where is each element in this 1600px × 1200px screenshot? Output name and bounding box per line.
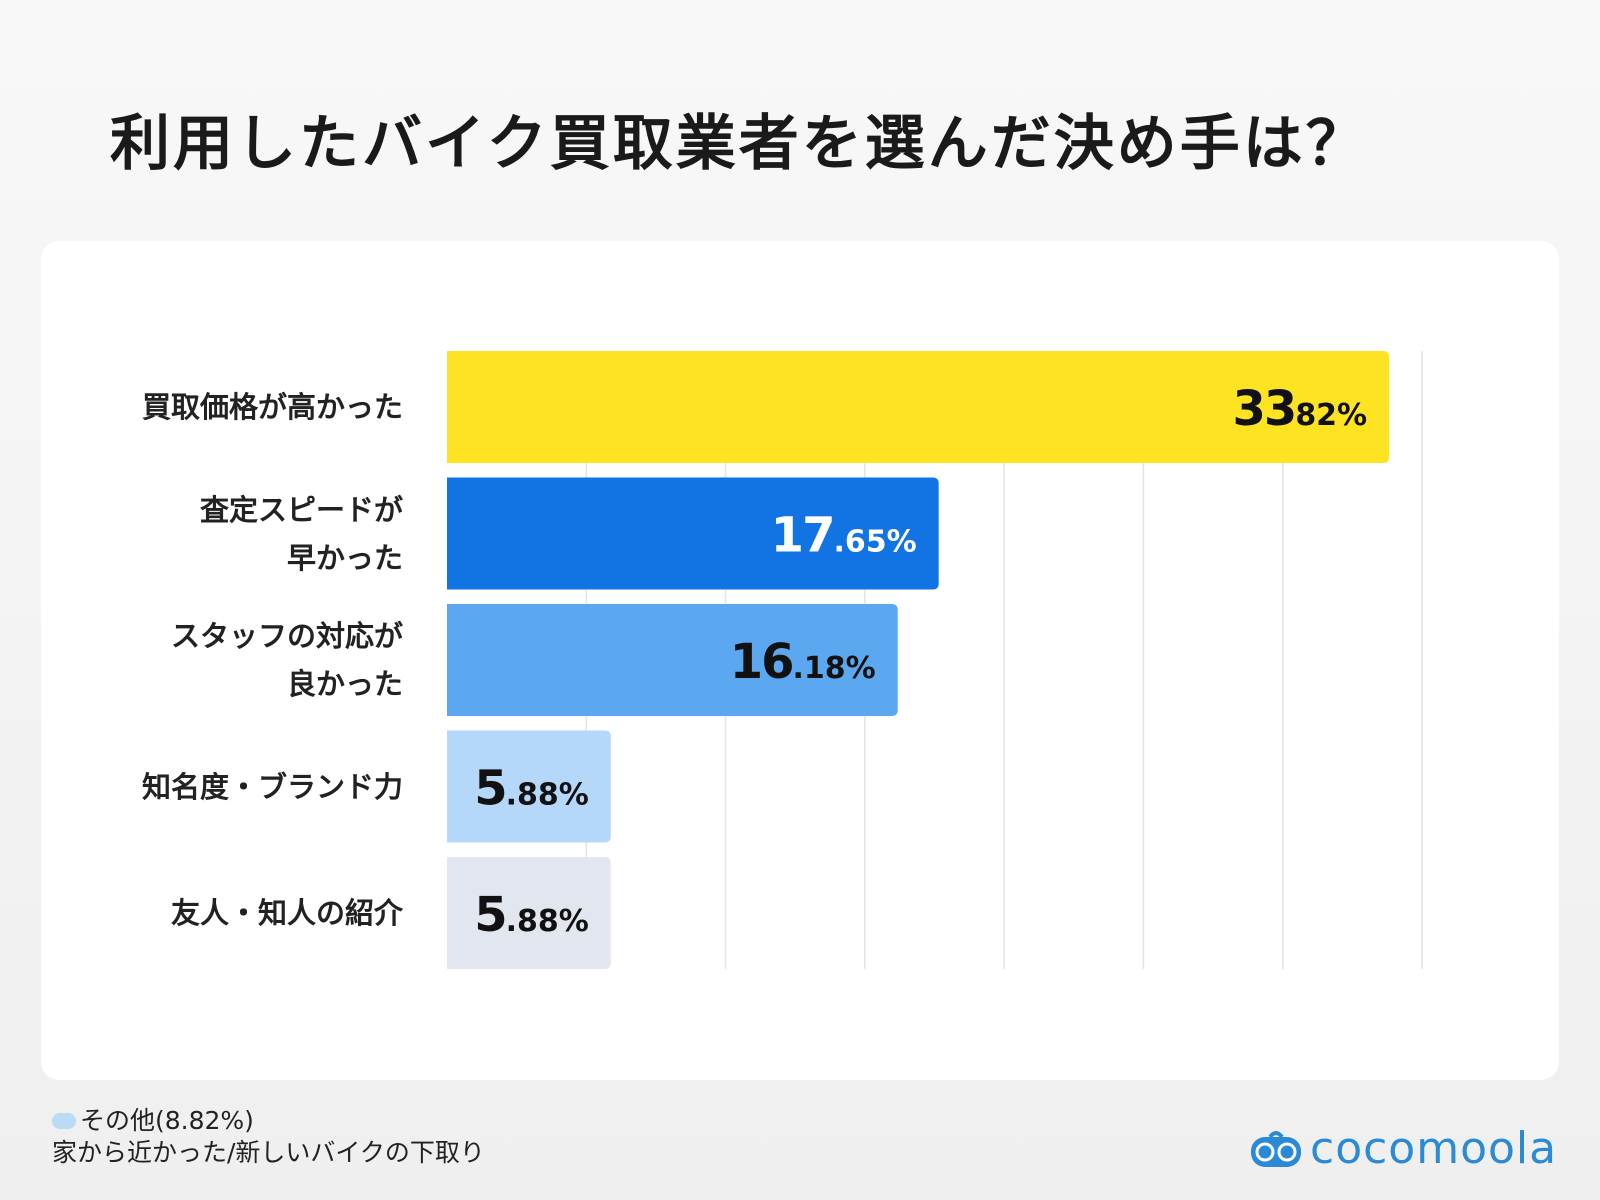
category-label-line: 知名度・ブランド力 xyxy=(141,769,403,804)
category-label-line: 良かった xyxy=(286,667,403,701)
note-other: その他(8.82%) xyxy=(80,1106,254,1135)
category-label: 友人・知人の紹介 xyxy=(43,889,403,937)
data-label: 3382% xyxy=(1233,381,1368,437)
note-detail: 家から近かった/新しいバイクの下取り xyxy=(52,1138,485,1167)
data-label: 5.88% xyxy=(474,887,589,943)
category-label: 買取価格が高かった xyxy=(43,383,403,431)
category-label-line: 早かった xyxy=(286,540,403,575)
category-label-line: 買取価格が高かった xyxy=(141,390,403,424)
category-label-line: 友人・知人の紹介 xyxy=(170,896,403,930)
logo-icon xyxy=(1251,1130,1301,1167)
category-label-line: スタッフの対応が xyxy=(170,619,403,653)
bar xyxy=(447,604,898,716)
data-label: 16.18% xyxy=(730,634,876,690)
data-label: 5.88% xyxy=(474,761,589,817)
chart-title: 利用したバイク買取業者を選んだ決め手は？ xyxy=(110,109,1369,179)
category-label: 知名度・ブランド力 xyxy=(43,763,403,811)
other-note: その他(8.82%) 家から近かった/新しいバイクの下取り xyxy=(52,1105,485,1169)
category-label: 査定スピードが早かった xyxy=(43,486,403,582)
data-label: 17.65% xyxy=(771,508,917,564)
thought-bubble-icon xyxy=(52,1113,76,1129)
category-label-line: 査定スピードが xyxy=(199,492,403,527)
logo-text: cocomoola xyxy=(1310,1123,1558,1174)
cocomoola-logo: cocomoola xyxy=(1250,1123,1557,1174)
category-label: スタッフの対応が良かった xyxy=(43,612,403,708)
bar xyxy=(447,477,939,590)
bar xyxy=(447,857,611,969)
bar xyxy=(447,351,1390,463)
bar xyxy=(447,730,611,843)
